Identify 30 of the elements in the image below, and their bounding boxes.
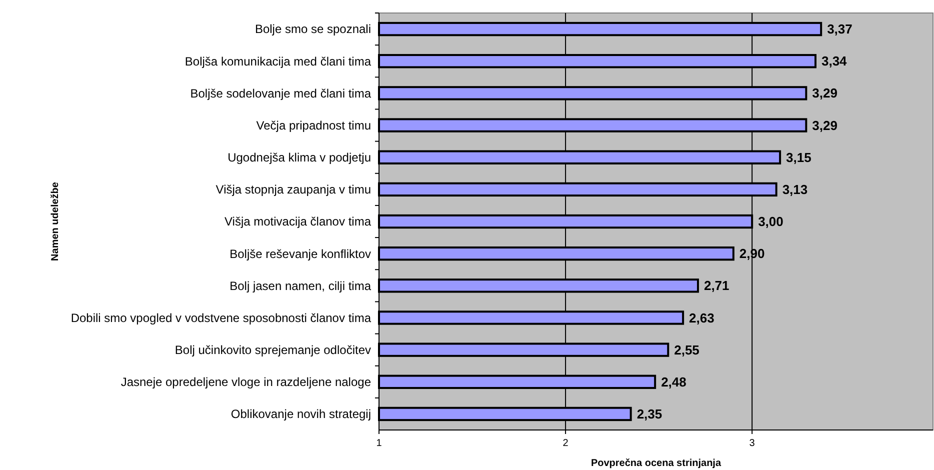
y-tick-label: Bolj učinkovito sprejemanje odločitev [174, 343, 371, 358]
y-axis-title: Namen udeležbe [50, 182, 61, 261]
y-tick-label: Oblikovanje novih strategij [230, 407, 371, 422]
data-label: 2,48 [661, 374, 686, 390]
y-tick-label: Boljše sodelovanje med člani tima [190, 86, 372, 100]
y-tick-label: Bolje smo se spoznali [254, 22, 371, 36]
y-tick-label: Ugodnejša klima v podjetju [228, 150, 371, 165]
data-label: 2,71 [704, 278, 730, 294]
y-tick-label: Bolj jasen namen, cilji tima [230, 278, 372, 293]
data-label: 3,00 [758, 214, 784, 230]
data-label: 3,29 [812, 118, 838, 133]
y-tick-label: Višja motivacija članov tima [224, 214, 372, 229]
y-tick-label: Boljše reševanje konfliktov [230, 246, 371, 261]
y-tick-label: Boljša komunikacija med člani tima [184, 54, 372, 68]
y-tick-label: Dobili smo vpogled v vodstvene sposobnosti članov tima [70, 310, 372, 325]
data-label: 3,37 [827, 22, 852, 37]
data-label: 3,29 [812, 86, 838, 101]
data-label: 2,35 [636, 406, 662, 422]
x-tick-label: 3 [749, 438, 756, 449]
x-tick-label: 2 [562, 438, 569, 449]
y-tick-label: Višja stopnja zaupanja v timu [216, 182, 371, 197]
data-label: 2,63 [689, 310, 714, 326]
x-axis-title: Povprečna ocena strinjanja [590, 458, 722, 469]
data-label: 3,34 [821, 54, 848, 69]
data-label: 2,55 [674, 342, 700, 358]
data-label: 3,15 [786, 150, 812, 165]
y-tick-label: Jasneje opredeljene vloge in razdeljene naloge [120, 375, 372, 390]
data-label: 3,13 [782, 182, 808, 197]
x-tick-label: 1 [376, 438, 382, 449]
y-tick-label: Večja pripadnost timu [256, 118, 371, 132]
